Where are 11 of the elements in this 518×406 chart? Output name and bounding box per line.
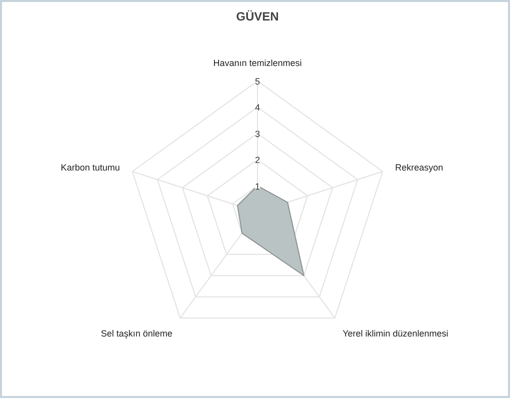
spoke-label: Havanın temizlenmesi	[213, 58, 302, 68]
spoke-label: Sel taşkın önleme	[100, 328, 172, 339]
chart-title: GÜVEN	[236, 10, 279, 24]
y-tick-label: 3	[254, 128, 260, 139]
y-tick-label: 2	[254, 155, 260, 166]
spoke-label: Yerel iklimin düzenlenmesi	[342, 328, 448, 339]
spoke-label: Karbon tutumu	[60, 162, 120, 172]
spoke-label: Rekreasyon	[395, 162, 444, 172]
y-tick-label: 5	[254, 76, 260, 86]
y-tick-label: 4	[254, 102, 260, 113]
y-tick-label: 1	[254, 181, 260, 192]
